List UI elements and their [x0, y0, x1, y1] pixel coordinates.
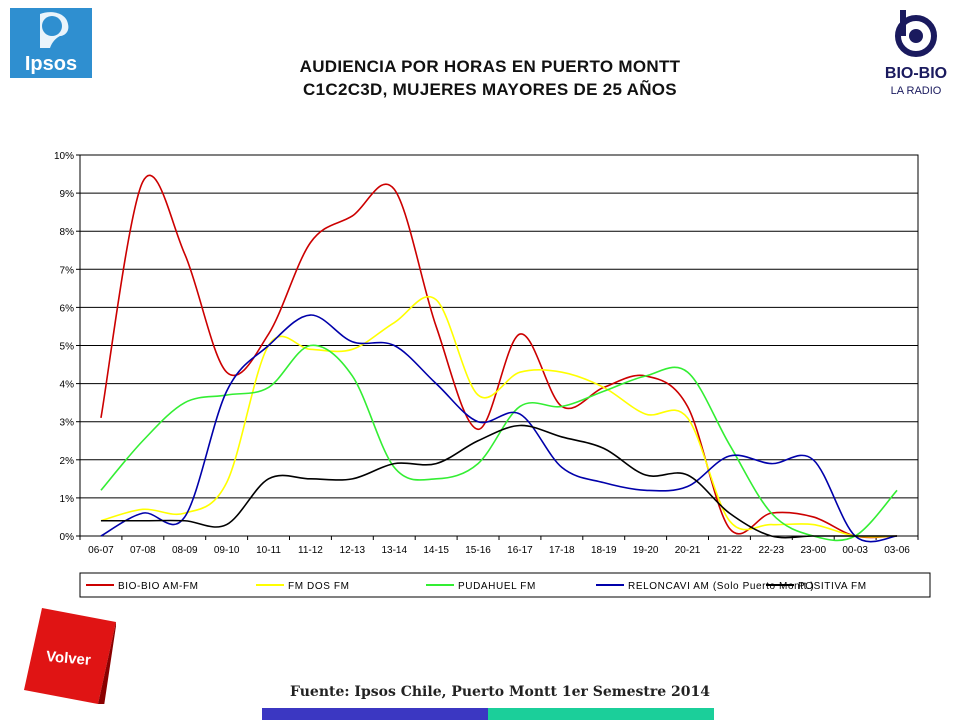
series-line-2 — [100, 296, 898, 538]
y-tick-label: 3% — [60, 418, 75, 429]
biobio-logo: BIO-BIO LA RADIO — [880, 6, 952, 102]
x-tick-label: 03-06 — [884, 545, 910, 556]
legend-label-3: PUDAHUEL FM — [458, 581, 536, 592]
legend-label-1: BIO-BIO AM-FM — [118, 581, 199, 592]
y-tick-label: 8% — [60, 227, 75, 238]
volver-button-graphic: Volver — [24, 608, 116, 706]
y-tick-label: 1% — [60, 494, 75, 505]
x-tick-label: 14-15 — [423, 545, 449, 556]
x-tick-label: 22-23 — [759, 545, 785, 556]
legend-label-5: POSITIVA FM — [798, 581, 867, 592]
ipsos-logo-graphic: Ipsos — [10, 8, 92, 78]
x-tick-label: 10-11 — [256, 545, 281, 556]
biobio-logo-subtext: LA RADIO — [891, 85, 942, 97]
y-tick-label: 9% — [60, 189, 75, 200]
x-tick-label: 15-16 — [465, 545, 491, 556]
y-tick-label: 7% — [60, 265, 75, 276]
x-tick-label: 17-18 — [549, 545, 575, 556]
y-tick-label: 5% — [60, 342, 75, 353]
volver-button[interactable]: Volver — [24, 608, 116, 706]
series-line-1 — [100, 174, 898, 539]
biobio-logo-text: BIO-BIO — [885, 65, 947, 82]
ipsos-logo: Ipsos — [10, 8, 92, 78]
x-tick-label: 21-22 — [717, 545, 743, 556]
x-tick-label: 19-20 — [633, 545, 659, 556]
legend-label-4: RELONCAVI AM (Solo Puerto Montt.) — [628, 581, 814, 592]
volver-label: Volver — [45, 648, 91, 669]
ipsos-logo-text: Ipsos — [25, 53, 77, 75]
y-tick-label: 6% — [60, 303, 75, 314]
x-tick-label: 08-09 — [172, 545, 198, 556]
source-note: Fuente: Ipsos Chile, Puerto Montt 1er Se… — [290, 684, 710, 700]
legend-label-2: FM DOS FM — [288, 581, 350, 592]
chart-background — [28, 142, 932, 562]
x-tick-label: 06-07 — [88, 545, 114, 556]
series-line-3 — [100, 344, 898, 542]
x-tick-label: 07-08 — [130, 545, 156, 556]
title-line-2: C1C2C3D, MUJERES MAYORES DE 25 AÑOS — [303, 80, 677, 99]
footer-blue-bar — [262, 708, 488, 720]
title-line-1: AUDIENCIA POR HORAS EN PUERTO MONTT — [299, 57, 681, 76]
x-tick-label: 16-17 — [507, 545, 533, 556]
x-tick-label: 09-10 — [214, 545, 240, 556]
y-tick-label: 2% — [60, 456, 75, 467]
y-tick-label: 10% — [54, 151, 74, 162]
x-tick-label: 23-00 — [800, 545, 826, 556]
footer-teal-bar — [488, 708, 714, 720]
x-tick-label: 20-21 — [675, 545, 701, 556]
x-tick-label: 13-14 — [381, 545, 407, 556]
y-tick-label: 0% — [60, 532, 75, 543]
x-tick-label: 18-19 — [591, 545, 617, 556]
series-line-5 — [100, 424, 898, 539]
x-tick-label: 11-12 — [298, 545, 323, 556]
page-title: AUDIENCIA POR HORAS EN PUERTO MONTT C1C2… — [220, 55, 760, 101]
x-tick-label: 12-13 — [340, 545, 366, 556]
series-line-4 — [100, 314, 898, 543]
y-tick-label: 4% — [60, 380, 75, 391]
x-tick-label: 00-03 — [842, 545, 868, 556]
biobio-logo-graphic: BIO-BIO LA RADIO — [885, 10, 947, 97]
